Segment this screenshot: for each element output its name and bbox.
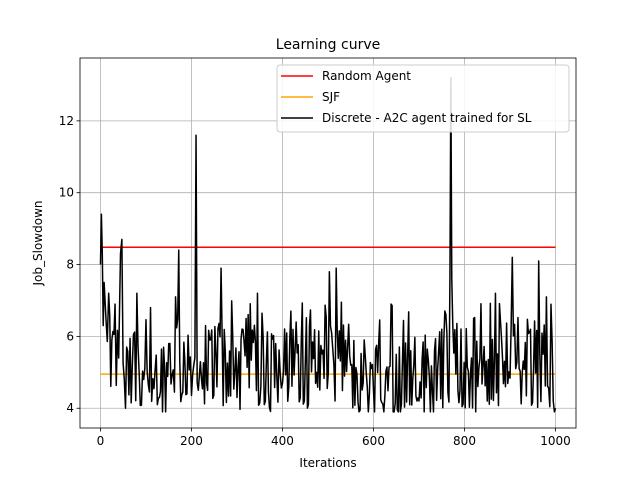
series-layer bbox=[99, 77, 557, 413]
x-tick-label: 400 bbox=[271, 434, 294, 448]
y-tick-label: 10 bbox=[59, 186, 74, 200]
x-tick-label: 200 bbox=[180, 434, 203, 448]
legend-label-a2c-agent: Discrete - A2C agent trained for SL bbox=[322, 111, 532, 125]
y-tick-label: 4 bbox=[66, 401, 74, 415]
legend: Random Agent SJF Discrete - A2C agent tr… bbox=[276, 64, 570, 133]
chart-title: Learning curve bbox=[276, 37, 380, 53]
x-tick-label: 600 bbox=[362, 434, 385, 448]
legend-box bbox=[276, 64, 570, 133]
x-tick-label: 800 bbox=[453, 434, 476, 448]
series-line-a2c-agent bbox=[99, 77, 557, 413]
y-tick-label: 8 bbox=[66, 258, 74, 272]
plot-frame bbox=[79, 57, 577, 429]
legend-label-random-agent: Random Agent bbox=[322, 69, 411, 83]
legend-label-sjf: SJF bbox=[322, 90, 340, 104]
y-tick-label: 12 bbox=[59, 114, 74, 128]
x-axis-label: Iterations bbox=[299, 456, 356, 470]
axis-ticks: 0 200 400 600 800 1000 4 6 8 10 12 bbox=[59, 114, 571, 448]
y-axis-label: Job_Slowdown bbox=[31, 201, 45, 287]
x-tick-label: 1000 bbox=[540, 434, 571, 448]
y-tick-label: 6 bbox=[66, 329, 74, 343]
x-tick-label: 0 bbox=[97, 434, 105, 448]
